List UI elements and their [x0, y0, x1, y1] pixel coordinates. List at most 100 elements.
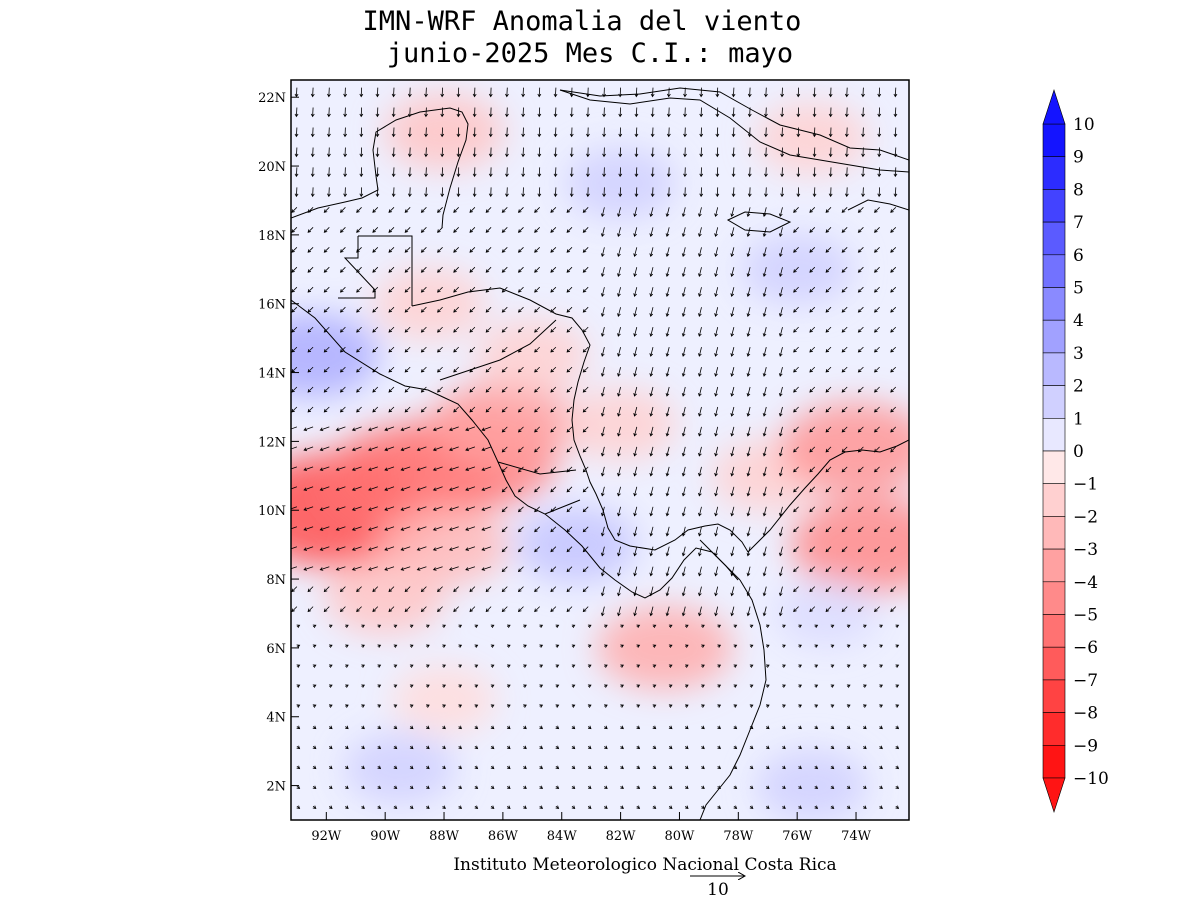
wind-vector — [388, 606, 395, 613]
wind-vector — [809, 366, 816, 373]
wind-vector — [857, 227, 864, 233]
wind-vector — [501, 346, 508, 353]
wind-vector — [291, 266, 298, 273]
wind-vector — [814, 745, 819, 750]
wind-vector — [604, 765, 608, 770]
wind-vector — [650, 127, 655, 138]
wind-vector — [335, 566, 346, 571]
wind-vector — [550, 606, 557, 613]
wind-vector — [617, 227, 621, 238]
wind-vector — [812, 87, 817, 98]
wind-vector — [343, 187, 348, 198]
wind-vector — [649, 586, 654, 597]
wind-vector — [701, 765, 705, 770]
wind-vector — [539, 725, 543, 730]
wind-vector — [600, 347, 605, 357]
wind-vector — [407, 187, 412, 198]
wind-vector — [437, 586, 443, 593]
wind-vector — [416, 566, 427, 571]
wind-vector — [681, 367, 686, 377]
wind-vector — [328, 725, 333, 730]
wind-vector — [793, 326, 799, 333]
wind-vector — [501, 526, 508, 533]
wind-vector — [746, 586, 751, 597]
wind-vector — [798, 785, 802, 789]
wind-vector — [501, 446, 508, 453]
wind-vector — [617, 446, 621, 457]
wind-vector — [458, 684, 463, 688]
wind-vector — [681, 546, 686, 557]
wind-vector — [481, 486, 492, 491]
colorbar-segment — [1042, 581, 1066, 615]
wind-vector — [841, 526, 848, 533]
wind-vector — [633, 287, 638, 297]
wind-vector — [778, 307, 783, 317]
x-tick-label: 74W — [841, 829, 872, 844]
wind-vector — [474, 684, 479, 688]
wind-vector — [490, 704, 495, 708]
wind-vector — [665, 506, 670, 517]
wind-vector — [652, 664, 657, 668]
wind-vector — [377, 684, 382, 688]
wind-vector — [377, 644, 382, 648]
wind-vector — [877, 107, 882, 118]
wind-vector — [571, 624, 576, 629]
wind-vector — [582, 346, 589, 353]
wind-vector — [291, 586, 298, 593]
y-tick-label: 14N — [258, 367, 286, 382]
wind-vector — [846, 785, 851, 789]
wind-vector — [714, 386, 719, 397]
wind-vector — [731, 187, 736, 198]
wind-vector — [681, 426, 686, 437]
wind-vector — [665, 347, 670, 357]
wind-vector — [372, 306, 379, 313]
wind-vector — [521, 87, 526, 98]
wind-vector — [698, 586, 702, 597]
wind-vector — [698, 526, 702, 537]
wind-vector — [733, 624, 738, 629]
wind-vector — [793, 566, 799, 573]
wind-vector — [372, 406, 379, 413]
wind-vector — [442, 785, 446, 789]
map-title-line-2: junio-2025 Mes C.I.: mayo — [387, 38, 793, 69]
wind-vector — [762, 287, 767, 297]
wind-vector — [846, 745, 851, 750]
wind-vector — [442, 624, 447, 629]
wind-vector — [600, 267, 605, 277]
wind-vector — [666, 127, 671, 138]
reference-vector-label: 10 — [707, 880, 729, 900]
wind-vector — [617, 307, 621, 317]
wind-vector — [764, 167, 768, 178]
wind-vector — [793, 286, 799, 293]
y-tick-label: 4N — [266, 711, 286, 726]
wind-vector — [587, 704, 592, 708]
wind-vector — [571, 725, 576, 730]
wind-vector — [537, 107, 542, 118]
wind-vector — [361, 644, 365, 648]
wind-vector — [652, 745, 657, 750]
wind-vector — [453, 207, 459, 213]
wind-vector — [474, 805, 479, 810]
wind-vector — [312, 745, 317, 750]
wind-vector — [665, 426, 670, 437]
wind-vector — [600, 386, 605, 397]
wind-vector — [521, 147, 526, 158]
wind-vector — [409, 624, 414, 629]
wind-vector — [474, 725, 479, 730]
wind-vector — [600, 426, 605, 437]
wind-vector — [730, 227, 735, 238]
wind-vector — [307, 207, 314, 213]
wind-vector — [830, 745, 835, 750]
wind-vector — [506, 785, 511, 789]
wind-vector — [600, 406, 605, 417]
wind-vector — [857, 286, 864, 293]
wind-vector — [506, 624, 511, 629]
wind-vector — [343, 127, 348, 138]
wind-vector — [681, 307, 686, 317]
wind-vector — [377, 785, 382, 789]
wind-vector — [442, 725, 446, 730]
wind-vector — [812, 107, 817, 118]
wind-vector — [617, 566, 621, 577]
wind-vector — [432, 426, 443, 432]
wind-vector — [634, 127, 639, 138]
